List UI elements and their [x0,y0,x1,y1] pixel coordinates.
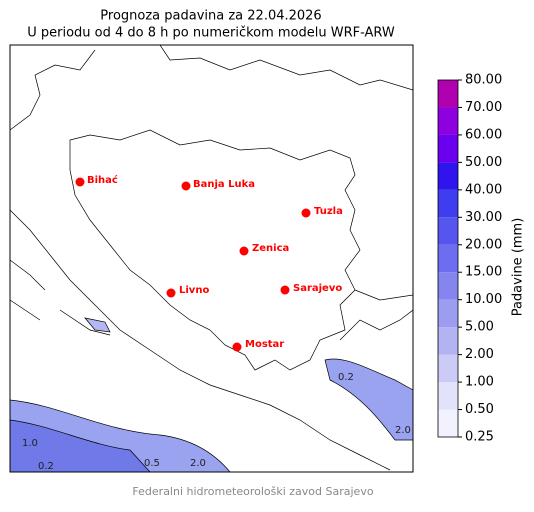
map-frame [9,44,414,473]
colorbar-label: Padavine (mm) [511,218,526,317]
rain-area-small [84,317,111,333]
colorbar-tick-label: 30.00 [465,210,502,225]
contour-label: 2.0 [395,425,411,436]
colorbar-tick-label: 1.00 [465,375,494,390]
rain-area-heavy [10,419,151,472]
city-marker [181,181,191,191]
colorbar-band [438,272,458,300]
rain-area-east [324,358,413,441]
city-marker [239,246,249,256]
colorbar-tick-label: 50.00 [465,155,502,170]
colorbar-frame [437,79,459,438]
colorbar-band [438,354,458,383]
city-label: Banja Luka [193,179,255,190]
border-north [10,45,413,131]
city-marker [166,288,176,298]
colorbar-band [438,217,458,245]
colorbar-tick-label: 0.25 [465,430,494,445]
city-marker [301,208,311,218]
city-marker [75,177,85,187]
colorbar-tick-label: 20.00 [465,237,502,252]
colorbar-tick-label: 15.00 [465,265,502,280]
contour-label: 2.0 [190,458,206,469]
contour-label: 0.2 [338,372,354,383]
cities: Bihać Banja Luka Tuzla Zenica Livno Sara… [75,174,343,352]
colorbar-band [438,134,458,163]
colorbar-tick-label: 70.00 [465,100,502,115]
colorbar-band [438,409,458,437]
colorbar-tick-label: 80.00 [465,73,502,88]
contour-label: 0.5 [144,458,160,469]
colorbar-tick-label: 10.00 [465,292,502,307]
footer: Federalni hidrometeorološki zavod Saraje… [132,485,373,498]
city-label: Bihać [87,174,118,186]
colorbar-band [438,162,458,190]
coastline [10,209,391,471]
colorbar-band [438,327,458,355]
city-marker [280,285,290,295]
city-label: Livno [179,285,209,296]
city-label: Tuzla [314,206,343,217]
colorbar-tick-label: 40.00 [465,182,502,197]
city-label: Mostar [245,339,284,350]
map: 1.0 0.2 0.5 2.0 0.2 2.0 Bihać Banja Luka… [9,44,414,473]
colorbar-tick-label: 5.00 [465,320,494,335]
colorbar-band [438,107,458,135]
title: Prognoza padavina za 22.04.2026 [100,9,321,24]
borders-other [10,259,413,341]
colorbar-band [438,80,458,108]
border-bih [69,129,361,371]
city-marker [232,342,242,352]
colorbar-tick-label: 60.00 [465,127,502,142]
colorbar-band [438,189,458,218]
colorbar-band [438,299,458,328]
colorbar-tick-label: 0.50 [465,402,494,417]
colorbar-band [438,244,458,273]
colorbar-band [438,382,458,410]
contour-label: 1.0 [22,438,38,449]
city-label: Sarajevo [293,283,342,294]
contour-label: 0.2 [38,461,54,472]
city-label: Zenica [252,243,289,254]
colorbar: 0.25 0.50 1.00 2.00 5.00 10.00 15.00 20.00 30.00… [437,73,502,445]
colorbar-tick-label: 2.00 [465,347,494,362]
subtitle: U periodu od 4 do 8 h po numeričkom mode… [27,26,395,41]
